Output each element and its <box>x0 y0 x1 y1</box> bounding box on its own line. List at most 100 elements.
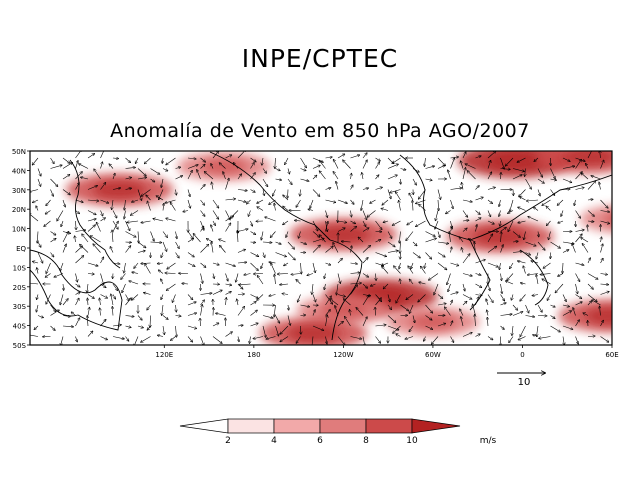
wind-vector <box>132 294 139 301</box>
wind-vector <box>424 262 425 268</box>
wind-vector <box>362 273 369 278</box>
wind-vector <box>175 167 181 168</box>
wind-vector <box>187 294 193 300</box>
wind-vector <box>434 283 439 295</box>
wind-vector <box>528 217 539 222</box>
wind-vector <box>200 199 205 205</box>
wind-vector <box>312 157 323 162</box>
wind-vector <box>87 274 94 275</box>
wind-vector <box>418 189 426 200</box>
wind-vector <box>125 220 130 231</box>
wind-vector <box>87 283 88 293</box>
wind-vector <box>75 230 86 232</box>
wind-vector <box>112 188 121 190</box>
wind-vector <box>88 307 90 316</box>
wind-vector <box>162 168 168 171</box>
wind-vector <box>371 283 376 286</box>
wind-vector <box>507 273 514 281</box>
wind-vector <box>212 323 219 327</box>
wind-vector <box>166 218 176 222</box>
wind-vector <box>100 283 106 288</box>
wind-vector <box>257 276 264 285</box>
wind-vector <box>283 206 289 211</box>
wind-vector <box>362 160 367 169</box>
wind-vector <box>112 263 120 264</box>
wind-vector <box>518 261 526 264</box>
wind-vector <box>341 241 351 242</box>
wind-vector <box>291 274 301 275</box>
wind-vector <box>75 236 76 243</box>
wind-vector <box>219 163 226 169</box>
wind-vector <box>599 182 601 190</box>
wind-vector <box>237 229 248 232</box>
wind-vector <box>75 318 80 327</box>
wind-vector <box>587 294 597 302</box>
wind-vector <box>575 302 583 306</box>
wind-vector <box>176 231 178 239</box>
wind-vector <box>237 190 247 191</box>
wind-vector <box>387 189 391 199</box>
wind-vector <box>75 292 81 295</box>
wind-vector <box>283 220 289 225</box>
wind-vector <box>400 241 401 253</box>
wind-vector <box>161 178 164 187</box>
wind-vector <box>575 230 585 232</box>
wind-vector <box>162 241 167 251</box>
wind-vector <box>167 262 176 269</box>
wind-vector <box>212 199 219 208</box>
wind-vector <box>512 325 513 336</box>
wind-vector <box>62 175 70 180</box>
wind-vector <box>600 199 609 208</box>
wind-vector <box>312 189 320 197</box>
wind-vector <box>500 303 507 306</box>
wind-vector <box>187 252 194 257</box>
wind-vector <box>30 334 39 337</box>
wind-vector <box>337 336 345 345</box>
wind-vector <box>437 241 449 244</box>
wind-vector <box>343 160 351 169</box>
wind-vector <box>87 200 99 201</box>
wind-vector <box>600 336 609 343</box>
shading-core-southern-ocean-pacific <box>286 324 341 343</box>
wind-vector <box>125 157 131 163</box>
wind-vector <box>382 262 389 266</box>
wind-vector <box>100 183 106 190</box>
wind-vector <box>536 252 539 259</box>
wind-vector <box>212 220 215 225</box>
wind-vector <box>512 304 518 310</box>
wind-vector <box>475 283 482 288</box>
wind-vector <box>262 315 273 319</box>
wind-vector <box>280 284 289 285</box>
wind-vector <box>262 325 266 337</box>
wind-vector <box>275 241 282 244</box>
wind-vector <box>437 189 441 200</box>
wind-vector <box>236 273 239 283</box>
wind-vector <box>122 283 126 293</box>
wind-vector <box>161 279 164 285</box>
wind-vector <box>425 325 433 329</box>
wind-vector <box>325 220 328 232</box>
wind-vector <box>487 220 494 224</box>
wind-vector <box>587 258 590 264</box>
wind-vector <box>79 164 89 169</box>
wind-vector <box>50 252 54 257</box>
wind-vector <box>550 179 557 180</box>
wind-vector <box>512 251 522 252</box>
wind-vector <box>600 284 609 285</box>
wind-vector <box>462 183 464 190</box>
wind-vector <box>510 262 514 269</box>
wind-vector <box>100 162 103 169</box>
wind-vector <box>287 252 295 260</box>
wind-vector <box>462 294 472 300</box>
wind-vector <box>362 188 369 190</box>
wind-vector <box>131 210 139 216</box>
wind-vector <box>163 325 164 335</box>
wind-vector <box>562 157 570 161</box>
wind-vector <box>350 199 355 204</box>
wind-vector <box>62 189 70 195</box>
wind-vector <box>419 204 426 211</box>
wind-vector <box>537 178 544 183</box>
wind-vector <box>161 294 164 300</box>
wind-vector <box>298 231 301 239</box>
wind-vector <box>287 241 294 249</box>
